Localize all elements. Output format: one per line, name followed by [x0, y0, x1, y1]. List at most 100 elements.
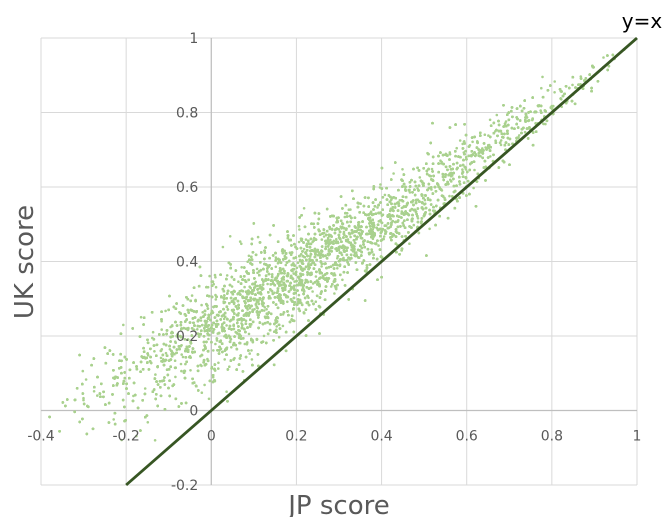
data-point [248, 352, 251, 355]
data-point [383, 193, 387, 197]
data-point [120, 438, 123, 442]
data-point [461, 142, 465, 146]
data-point [553, 80, 556, 83]
data-point [164, 309, 167, 313]
data-point [412, 223, 416, 227]
data-point [336, 257, 339, 260]
data-point [341, 278, 344, 282]
data-point [418, 176, 422, 179]
data-point [269, 296, 272, 300]
data-point [326, 236, 330, 240]
data-point [311, 282, 315, 285]
data-point [153, 439, 157, 442]
data-point [180, 353, 183, 356]
data-point [200, 391, 204, 395]
data-point [499, 143, 503, 147]
data-point [428, 227, 431, 231]
data-point [263, 306, 267, 309]
data-point [311, 290, 314, 293]
data-point [217, 361, 220, 365]
data-point [212, 349, 215, 352]
data-point [207, 337, 210, 341]
data-point [316, 253, 320, 257]
data-point [240, 242, 243, 246]
data-point [464, 155, 468, 159]
data-point [250, 349, 253, 352]
data-point [214, 285, 218, 289]
data-point [200, 303, 203, 307]
data-points [48, 48, 626, 442]
data-point [208, 274, 211, 278]
data-point [256, 271, 259, 275]
data-point [487, 134, 490, 137]
data-point [82, 398, 85, 402]
data-point [146, 421, 150, 424]
data-point [277, 335, 281, 339]
data-point [471, 140, 474, 144]
data-point [237, 280, 240, 284]
data-point [281, 324, 285, 328]
data-point [382, 235, 386, 238]
data-point [322, 235, 326, 238]
data-point [262, 309, 266, 312]
data-point [228, 235, 232, 238]
data-point [247, 332, 251, 336]
data-point [274, 265, 278, 269]
data-point [297, 240, 301, 244]
data-point [190, 294, 194, 297]
data-point [320, 265, 323, 268]
data-point [523, 130, 527, 134]
data-point [461, 168, 464, 171]
data-point [314, 300, 318, 304]
data-point [472, 186, 475, 190]
data-point [247, 303, 251, 307]
data-point [343, 215, 347, 219]
data-point [402, 205, 405, 209]
data-point [306, 273, 309, 277]
data-point [211, 376, 215, 379]
data-point [494, 139, 497, 142]
data-point [408, 242, 411, 245]
data-point [82, 396, 85, 400]
data-point [214, 276, 217, 279]
data-point [295, 266, 299, 270]
data-point [217, 367, 220, 370]
data-point [379, 183, 382, 186]
data-point [256, 235, 260, 239]
data-point [359, 202, 362, 205]
data-point [416, 217, 420, 220]
data-point [199, 319, 203, 322]
data-point [161, 360, 164, 364]
data-point [281, 313, 285, 316]
data-point [369, 227, 373, 231]
data-point [139, 315, 143, 319]
data-point [247, 254, 251, 258]
data-point [168, 348, 172, 351]
data-point [392, 172, 395, 175]
data-point [398, 199, 402, 202]
data-point [324, 245, 328, 248]
data-point [495, 113, 499, 117]
data-point [339, 225, 343, 228]
data-point [189, 369, 192, 372]
data-point [602, 56, 605, 59]
data-point [256, 284, 260, 288]
data-point [430, 188, 433, 191]
data-point [304, 238, 308, 241]
data-point [122, 323, 125, 327]
data-point [230, 346, 233, 349]
data-point [238, 240, 242, 243]
data-point [228, 365, 231, 369]
data-point [299, 252, 303, 256]
data-point [455, 146, 459, 150]
data-point [225, 390, 228, 394]
data-point [184, 362, 187, 366]
data-point [96, 394, 99, 397]
data-point [458, 139, 462, 142]
data-point [112, 418, 115, 421]
data-point [297, 224, 301, 228]
data-point [275, 325, 279, 328]
data-point [371, 237, 375, 241]
data-point [329, 285, 333, 288]
